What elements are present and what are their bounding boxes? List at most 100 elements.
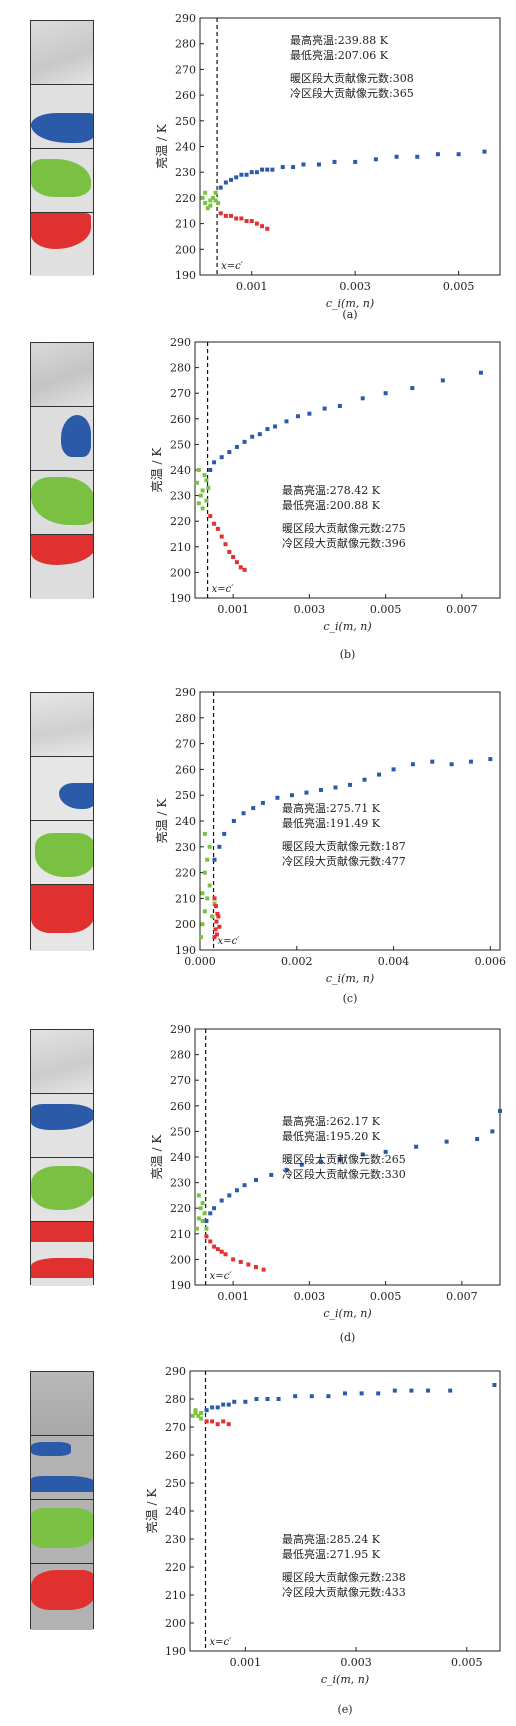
- figure-caption: (a): [342, 308, 357, 321]
- strip-segment-gray: [31, 343, 93, 407]
- data-point: [202, 831, 207, 836]
- x-tick-label: 0.007: [446, 603, 478, 616]
- strip-segment-mid: [31, 821, 93, 885]
- y-tick-label: 250: [165, 1477, 186, 1490]
- data-point: [210, 195, 215, 200]
- y-tick-label: 270: [175, 738, 196, 751]
- data-point: [343, 1391, 347, 1396]
- x-axis-label: c_i(m, n): [321, 1673, 369, 1686]
- data-point: [232, 1399, 237, 1404]
- data-point: [234, 216, 239, 221]
- data-point: [212, 896, 217, 901]
- y-tick-label: 250: [170, 438, 191, 451]
- data-point: [198, 1206, 203, 1211]
- y-tick-label: 270: [170, 387, 191, 400]
- x-tick-label: 0.001: [230, 1656, 262, 1669]
- stat-annotation: 暖区段大贡献像元数:265: [282, 1152, 406, 1166]
- data-point: [205, 206, 210, 211]
- figure-caption: (b): [340, 648, 356, 661]
- y-tick-label: 230: [170, 1177, 191, 1190]
- data-point: [448, 1388, 453, 1393]
- x-tick-label: 0.001: [217, 1290, 249, 1303]
- y-axis-label: 亮温 / K: [144, 1488, 159, 1534]
- data-point: [359, 1391, 364, 1396]
- data-point: [204, 1419, 209, 1424]
- scatter-chart: 190 200 210 220 230 240 250 260 270 280 290 0.001 0.…: [154, 12, 501, 321]
- data-point: [284, 1167, 289, 1172]
- data-point: [200, 506, 205, 511]
- y-tick-label: 200: [170, 1253, 191, 1266]
- x-tick-label: 0.002: [281, 955, 313, 968]
- stat-annotation: 最高亮温:262.17 K: [282, 1114, 381, 1128]
- stat-annotation: 最低亮温:200.88 K: [282, 498, 381, 512]
- data-point: [229, 213, 234, 218]
- y-tick-label: 260: [170, 413, 191, 426]
- data-point: [202, 473, 207, 478]
- data-point: [242, 567, 247, 572]
- y-tick-label: 260: [175, 89, 196, 102]
- data-point: [376, 1391, 381, 1396]
- data-point: [196, 1216, 201, 1221]
- y-tick-label: 220: [175, 867, 196, 880]
- data-point: [289, 793, 294, 798]
- data-point: [383, 391, 388, 396]
- threshold-label: x=c′: [210, 1271, 233, 1282]
- strip-segment-mid: [31, 1500, 93, 1564]
- data-point: [337, 1157, 342, 1162]
- x-tick-label: 0.004: [378, 955, 410, 968]
- x-tick-label: 0.005: [451, 1656, 483, 1669]
- y-tick-label: 250: [170, 1125, 191, 1138]
- y-tick-label: 210: [170, 541, 191, 554]
- data-point: [194, 1226, 199, 1231]
- data-point: [478, 370, 483, 375]
- y-tick-label: 280: [170, 362, 191, 375]
- y-tick-label: 220: [170, 1202, 191, 1215]
- y-tick-label: 200: [165, 1617, 186, 1630]
- data-point: [295, 414, 300, 419]
- x-tick-label: 0.007: [446, 1290, 478, 1303]
- scatter-chart: 190 200 210 220 230 240 250 260 270 280 290 0.001 0.…: [144, 1365, 501, 1716]
- y-tick-label: 230: [175, 841, 196, 854]
- data-point: [207, 844, 212, 849]
- strip-segment-cold: [31, 1564, 93, 1630]
- data-point: [392, 1388, 397, 1393]
- x-tick-label: 0.001: [236, 280, 268, 293]
- data-point: [227, 1193, 232, 1198]
- data-point: [273, 424, 278, 429]
- y-tick-label: 260: [170, 1100, 191, 1113]
- y-tick-label: 290: [170, 1023, 191, 1036]
- data-point: [205, 896, 210, 901]
- data-point: [214, 932, 219, 937]
- data-point: [254, 1178, 258, 1183]
- data-point: [322, 406, 327, 411]
- y-tick-label: 290: [175, 12, 196, 25]
- stat-annotation: 最高亮温:239.88 K: [290, 33, 389, 47]
- data-point: [219, 534, 224, 539]
- data-point: [444, 1139, 449, 1144]
- data-point: [475, 1137, 480, 1142]
- data-point: [488, 757, 493, 762]
- strip-segment-gray: [31, 21, 93, 85]
- data-point: [227, 549, 232, 554]
- x-tick-label: 0.006: [475, 955, 507, 968]
- data-point: [205, 857, 210, 862]
- data-point: [217, 844, 222, 849]
- data-point: [213, 927, 218, 932]
- figure-panel-e: 190 200 210 220 230 240 250 260 270 280 290 0.001 0.…: [0, 1355, 516, 1726]
- data-point: [198, 493, 203, 498]
- data-point: [309, 1394, 314, 1399]
- data-point: [360, 1152, 365, 1157]
- y-tick-label: 200: [170, 566, 191, 579]
- data-point: [200, 891, 205, 896]
- plot-frame: [194, 341, 501, 599]
- data-point: [190, 1413, 195, 1418]
- data-point: [208, 1239, 213, 1244]
- data-point: [249, 170, 254, 175]
- y-tick-label: 280: [170, 1049, 191, 1062]
- data-point: [227, 450, 232, 455]
- x-tick-label: 0.005: [443, 280, 475, 293]
- data-point: [362, 777, 367, 782]
- image-strip: [30, 20, 94, 276]
- data-point: [216, 914, 221, 919]
- data-point: [254, 1397, 259, 1401]
